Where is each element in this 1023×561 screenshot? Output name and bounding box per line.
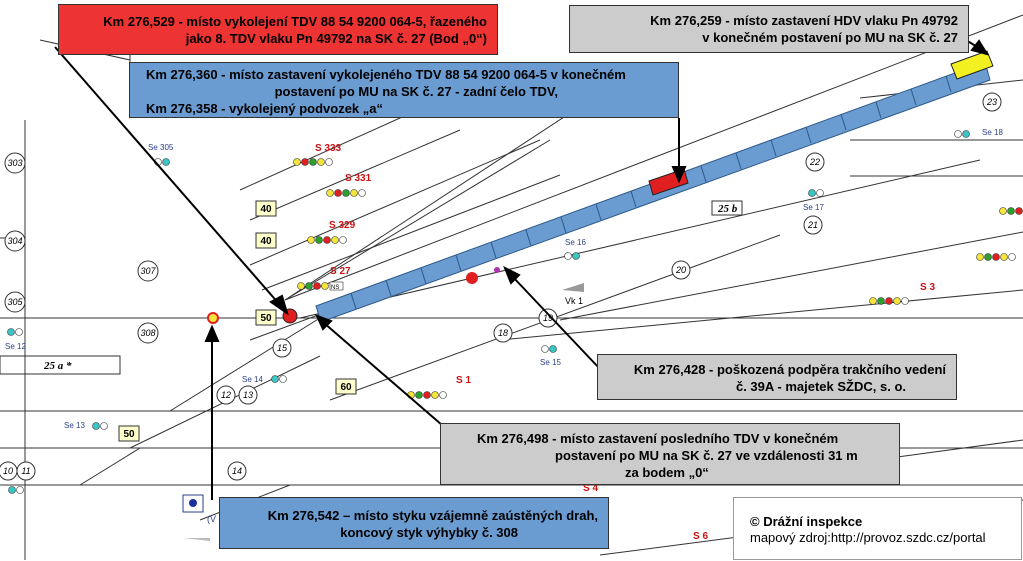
ns-label: NS: [331, 285, 339, 291]
signal-label: S 329: [329, 220, 356, 231]
shunt-label: Se 15: [540, 358, 561, 367]
switch-numbers: 303 304 305 307 308 15 18 19 20 21 22 23…: [3, 97, 997, 476]
track-box-25a: [0, 355, 121, 375]
switch-number: 10: [3, 466, 13, 476]
callout-last-tdv: Km 276,498 - místo zastavení posledního …: [440, 423, 900, 485]
switch-number: 13: [243, 390, 253, 400]
pointer-arrows: [54, 27, 990, 500]
switch-number: 305: [7, 297, 23, 307]
switch-number: 23: [986, 97, 997, 107]
credit-box: © Drážní inspekce mapový zdroj:http://pr…: [733, 497, 1022, 560]
vk-marker-icon: [562, 283, 584, 292]
callout-line: Km 276,360 - místo zastavení vykolejenéh…: [146, 67, 626, 82]
shunt-label: Se 12: [5, 342, 26, 351]
signal-label: S 331: [345, 173, 372, 184]
switch-number: 307: [140, 266, 156, 276]
bogie-marker: [466, 272, 478, 284]
callout-support-damage: Km 276,428 - poškozená podpěra trakčního…: [597, 354, 957, 400]
callout-line: v konečném postavení po MU na SK č. 27: [702, 30, 958, 45]
signal-label: S 3: [920, 282, 935, 293]
signal-lights: [293, 158, 1023, 399]
switch-number: 21: [807, 220, 818, 230]
speed-sign: 60: [340, 382, 352, 393]
callout-line: za bodem „0“: [625, 465, 709, 480]
callout-line: Km 276,529 - místo vykolejení TDV 88 54 …: [103, 14, 487, 29]
shunt-label: Se 13: [64, 421, 85, 430]
switch-number: 19: [543, 313, 553, 323]
callout-line: č. 39A - majetek SŽDC, s. o.: [735, 379, 906, 394]
speed-sign: 40: [260, 236, 272, 247]
joint-marker: [207, 312, 219, 324]
signal-label: S 27: [330, 266, 351, 277]
speed-sign: 50: [260, 313, 272, 324]
speed-sign: 40: [260, 204, 272, 215]
shunt-label: Se 17: [803, 203, 824, 212]
callout-derailment: Km 276,529 - místo vykolejení TDV 88 54 …: [58, 4, 498, 55]
callout-line: Km 276,542 – místo styku vzájemně zaústě…: [267, 508, 598, 523]
support-marker: [494, 267, 500, 273]
credit-title: © Drážní inspekce: [750, 514, 863, 529]
callout-hdv-stop: Km 276,259 - místo zastavení HDV vlaku P…: [569, 5, 969, 53]
callout-line: Km 276,358 - vykolejený podvozek „a“: [146, 101, 383, 116]
callout-line: jako 8. TDV vlaku Pn 49792 na SK č. 27 (…: [185, 31, 487, 46]
shunt-label: Se 16: [565, 238, 586, 247]
callout-rail-joint: Km 276,542 – místo styku vzájemně zaústě…: [219, 497, 609, 549]
track-labels: 25 a * 25 b: [43, 200, 743, 372]
callout-line: koncový styk výhybky č. 308: [340, 525, 518, 540]
vk-label: Vk 1: [565, 296, 583, 306]
shunt-lights: [7, 130, 970, 494]
switch-number: 11: [21, 466, 30, 476]
switch-number: 14: [232, 466, 242, 476]
callout-line: postavení po MU na SK č. 27 ve vzdálenos…: [555, 448, 858, 463]
switch-number: 22: [809, 157, 820, 167]
switch-number: 18: [498, 328, 508, 338]
signal-label: S 4: [583, 483, 598, 494]
switch-number: 304: [7, 236, 22, 246]
shunt-label: Se 14: [242, 375, 263, 384]
speed-sign: 50: [123, 429, 135, 440]
station-label: (V: [207, 514, 216, 524]
callout-line: Km 276,498 - místo zastavení posledního …: [477, 431, 839, 446]
speed-signs: 40 40 50 60 50: [118, 200, 357, 442]
switch-number: 12: [221, 390, 231, 400]
shunt-label: Se 305: [148, 143, 174, 152]
shunt-signals: Se 305 Se 16 Se 12 Se 14 Se 15 Se 13 Se …: [5, 128, 1003, 430]
switch-number: 308: [140, 328, 155, 338]
track-label: 25 a *: [43, 360, 72, 372]
callout-line: postavení po MU na SK č. 27 - zadní čelo…: [274, 84, 558, 99]
switch-number: 303: [7, 158, 22, 168]
callout-tdv-stop: Km 276,360 - místo zastavení vykolejenéh…: [129, 62, 679, 118]
signal-label: S 333: [315, 143, 342, 154]
signal-label: S 1: [456, 375, 471, 386]
switch-number: 20: [675, 265, 686, 275]
callout-line: Km 276,428 - poškozená podpěra trakčního…: [633, 362, 946, 377]
switch-circles: [0, 92, 1002, 481]
main-signals: S 333 S 331 S 329 S 27 S 1 S 3 S 4 S 6: [315, 143, 935, 542]
shunt-label: Se 18: [982, 128, 1003, 137]
switch-number: 15: [277, 343, 288, 353]
callout-line: Km 276,259 - místo zastavení HDV vlaku P…: [650, 13, 958, 28]
credit-source: mapový zdroj:http://provoz.szdc.cz/porta…: [750, 530, 986, 545]
locomotive-hdv: [950, 50, 994, 80]
signal-label: S 6: [693, 531, 708, 542]
track-label: 25 b: [717, 203, 738, 215]
